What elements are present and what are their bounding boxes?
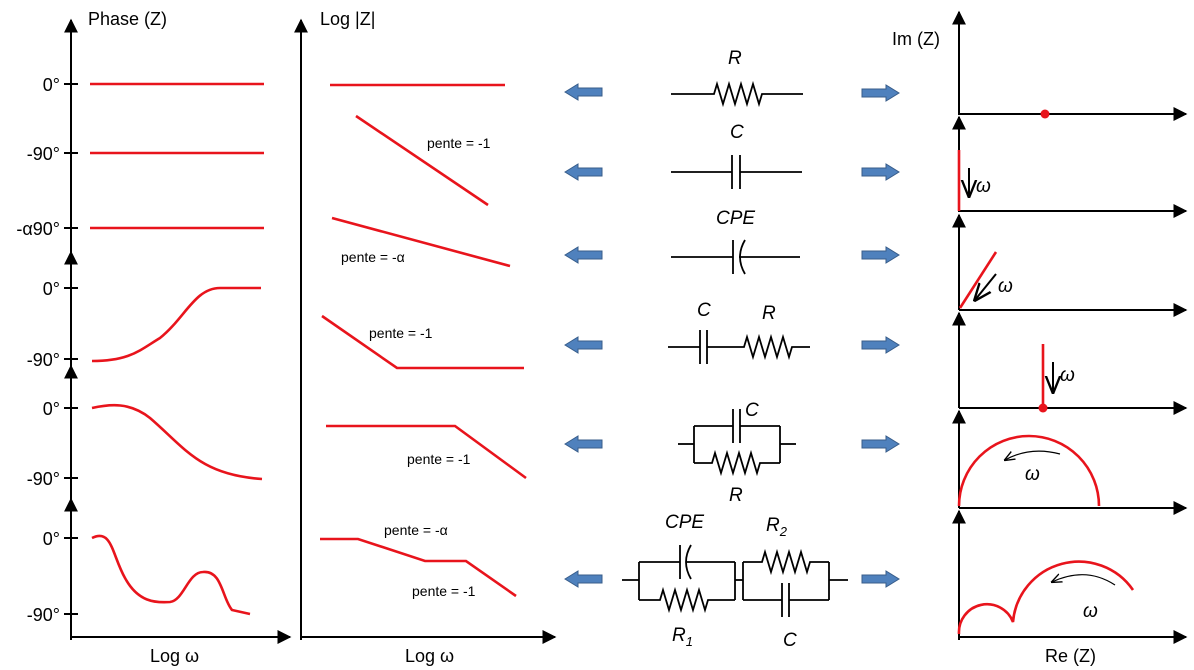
phase-tick-label: 0°	[43, 529, 60, 549]
mixed-r1-label: R1	[672, 625, 693, 649]
slope-label: pente = -1	[369, 325, 433, 341]
nyquist-curve-parallel-rc	[957, 434, 1101, 507]
phase-tick-label: -90°	[27, 144, 60, 164]
arrow-left-icon	[564, 435, 603, 453]
resistor-label: R	[728, 48, 742, 69]
phase-curve-series-rc	[91, 286, 261, 363]
mixed-cpe-label: CPE	[665, 512, 704, 533]
magnitude-curve-cpe	[331, 216, 511, 268]
resistor-symbol	[671, 80, 803, 108]
nyquist-x-label: Re (Z)	[1045, 646, 1096, 666]
series-c-label: C	[697, 300, 711, 321]
phase-tick-label: 0°	[43, 75, 60, 95]
arrow-right-icon	[861, 84, 900, 102]
omega-arrow	[1005, 450, 1061, 460]
parallel-r-label: R	[729, 485, 743, 506]
omega-label: ω	[998, 276, 1013, 297]
magnitude-curve-mixed	[320, 537, 517, 598]
phase-tick-label: -α90°	[16, 219, 60, 239]
left-arrows	[564, 83, 603, 588]
circuit-mixed: CPE R1 R2 C	[622, 512, 848, 651]
arrow-left-icon	[564, 83, 603, 101]
nyquist-curve-mixed	[957, 560, 1135, 635]
series-r-label: R	[762, 303, 776, 324]
arrow-left-icon	[564, 336, 603, 354]
magnitude-axis-title: Log |Z|	[320, 9, 375, 29]
phase-tick-label: 0°	[43, 279, 60, 299]
circuit-parallel-rc: C R	[678, 400, 796, 506]
slope-label: pente = -1	[412, 583, 476, 599]
magnitude-curve-series-rc	[321, 314, 524, 370]
nyquist-y-label: Im (Z)	[892, 29, 940, 49]
mixed-r2-label: R2	[766, 515, 788, 539]
slope-label: pente = -1	[427, 135, 491, 151]
magnitude-curve-parallel-rc	[326, 424, 527, 480]
magnitude-x-label: Log ω	[405, 646, 454, 666]
omega-label: ω	[1060, 365, 1075, 386]
phase-tick-label: -90°	[27, 605, 60, 625]
omega-label: ω	[1083, 601, 1098, 622]
slope-label: pente = -α	[384, 522, 448, 538]
phase-tick-label: -90°	[27, 350, 60, 370]
phase-x-label: Log ω	[150, 646, 199, 666]
omega-arrow	[975, 273, 997, 300]
nyquist-point-series-rc	[1038, 403, 1048, 413]
arrow-left-icon	[564, 163, 603, 181]
phase-tick-label: -90°	[27, 469, 60, 489]
circuit-cpe: CPE	[671, 208, 800, 275]
nyquist-panel: Im (Z) Re (Z) ω ω ω ω	[892, 10, 1188, 666]
phase-ticks	[64, 83, 78, 615]
phase-tick-label: 0°	[43, 399, 60, 419]
circuit-capacitor: C	[671, 122, 802, 189]
arrow-right-icon	[861, 246, 900, 264]
nyquist-curve-cpe	[958, 251, 998, 309]
right-arrows	[861, 84, 900, 588]
arrow-left-icon	[564, 246, 603, 264]
slope-label: pente = -1	[407, 451, 471, 467]
mixed-c-label: C	[783, 630, 797, 651]
omega-label: ω	[1025, 464, 1040, 485]
arrow-right-icon	[861, 336, 900, 354]
capacitor-label: C	[730, 122, 744, 143]
arrow-right-icon	[861, 163, 900, 181]
magnitude-panel: Log |Z| Log ω pente = -1 pente = -α pent…	[294, 9, 557, 666]
arrow-right-icon	[861, 435, 900, 453]
omega-arrow	[1052, 575, 1116, 586]
circuit-series-cr: C R	[668, 300, 810, 364]
circuit-resistor: R	[671, 48, 803, 108]
phase-curve-parallel-rc	[91, 403, 263, 481]
arrow-right-icon	[861, 570, 900, 588]
slope-label: pente = -α	[341, 249, 405, 265]
magnitude-curve-capacitor	[355, 114, 489, 207]
phase-curve-mixed	[91, 534, 251, 616]
phase-axis-title: Phase (Z)	[88, 9, 167, 29]
arrow-left-icon	[564, 570, 603, 588]
omega-label: ω	[976, 176, 991, 197]
phase-panel: Phase (Z) Log ω 0° -90° -α90° 0° -90° 0°…	[16, 9, 292, 666]
nyquist-point-resistor	[1040, 109, 1050, 119]
parallel-c-label: C	[745, 400, 759, 421]
cpe-label: CPE	[716, 208, 755, 229]
